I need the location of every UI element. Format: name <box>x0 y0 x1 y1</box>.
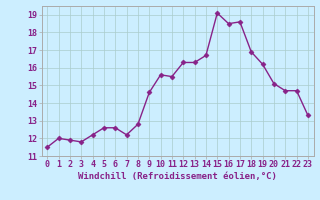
X-axis label: Windchill (Refroidissement éolien,°C): Windchill (Refroidissement éolien,°C) <box>78 172 277 181</box>
